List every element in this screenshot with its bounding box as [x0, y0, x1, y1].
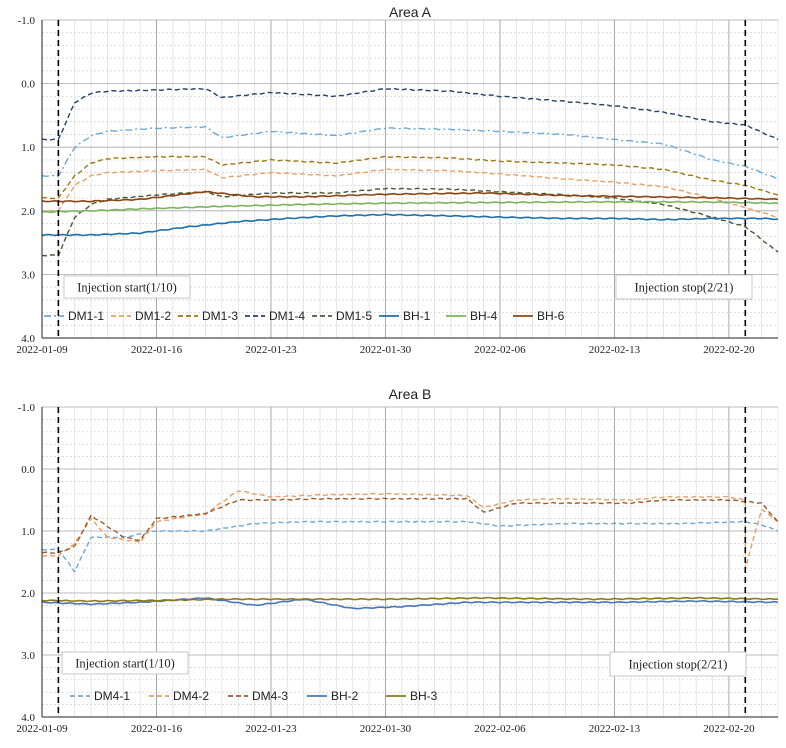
x-tick-label: 2022-02-06: [474, 723, 526, 735]
series-line-dm1-1: [41, 125, 779, 180]
series-line-dm1-5: [41, 187, 779, 257]
y-tick-label: 4.0: [21, 712, 35, 724]
legend-label: DM4-3: [252, 689, 288, 703]
series-line-dm1-2: [41, 168, 779, 218]
event-annotation-box: [63, 275, 191, 299]
x-tick-label: 2022-01-09: [16, 344, 68, 356]
x-tick-label: 2022-01-16: [131, 723, 183, 735]
x-tick-label: 2022-01-16: [131, 344, 183, 356]
series-line-bh-4: [41, 200, 779, 214]
y-tick-label: 2.0: [21, 206, 35, 218]
series-line-dm4-3: [41, 497, 779, 554]
event-annotation-label: Injection stop(2/21): [629, 658, 728, 672]
event-annotation-box: [61, 651, 189, 675]
series-line-bh-2: [41, 597, 779, 610]
chart-title: Area B: [389, 386, 432, 402]
y-tick-label: 3.0: [21, 269, 35, 281]
y-tick-label: 0.0: [21, 79, 35, 91]
series-line-dm1-4: [41, 87, 779, 141]
series-line-dm4-1: [41, 520, 779, 573]
y-tick-label: -1.0: [18, 15, 36, 27]
legend-label: BH-3: [410, 689, 438, 703]
legend-label: BH-1: [403, 309, 431, 323]
legend-label: DM1-1: [68, 309, 104, 323]
y-tick-label: 2.0: [21, 588, 35, 600]
chart-title: Area A: [389, 4, 432, 20]
series-line-dm4-2: [41, 490, 779, 570]
x-tick-label: 2022-02-13: [589, 723, 641, 735]
event-annotation-box: [609, 651, 747, 677]
x-tick-label: 2022-01-30: [360, 344, 412, 356]
legend-label: DM1-4: [269, 309, 305, 323]
y-tick-label: 4.0: [21, 333, 35, 345]
x-tick-label: 2022-01-23: [245, 723, 297, 735]
series-line-bh-6: [41, 190, 779, 203]
y-tick-label: 1.0: [21, 526, 35, 538]
y-tick-label: 1.0: [21, 142, 35, 154]
y-tick-label: -1.0: [18, 402, 36, 414]
event-annotation-box: [615, 274, 753, 300]
x-tick-label: 2022-02-06: [474, 344, 526, 356]
series-line-bh-3: [41, 596, 778, 603]
x-tick-label: 2022-02-20: [703, 723, 755, 735]
y-tick-label: 3.0: [21, 650, 35, 662]
y-tick-label: 0.0: [21, 464, 35, 476]
x-tick-label: 2022-01-30: [360, 723, 412, 735]
legend-label: DM4-1: [94, 689, 130, 703]
event-annotation-label: Injection stop(2/21): [635, 281, 734, 295]
x-tick-label: 2022-02-20: [703, 344, 755, 356]
x-tick-label: 2022-01-09: [16, 723, 68, 735]
event-annotation-label: Injection start(1/10): [77, 281, 177, 295]
x-tick-label: 2022-01-23: [245, 344, 297, 356]
legend-label: BH-6: [537, 309, 565, 323]
legend-label: DM1-3: [202, 309, 238, 323]
series-line-dm1-3: [41, 155, 779, 200]
event-annotation-label: Injection start(1/10): [75, 657, 175, 671]
series-line-bh-1: [41, 213, 779, 237]
legend-label: DM1-5: [336, 309, 372, 323]
x-tick-label: 2022-02-13: [589, 344, 641, 356]
legend-label: BH-2: [331, 689, 359, 703]
legend-label: DM1-2: [135, 309, 171, 323]
legend-label: DM4-2: [173, 689, 209, 703]
legend-label: BH-4: [470, 309, 498, 323]
